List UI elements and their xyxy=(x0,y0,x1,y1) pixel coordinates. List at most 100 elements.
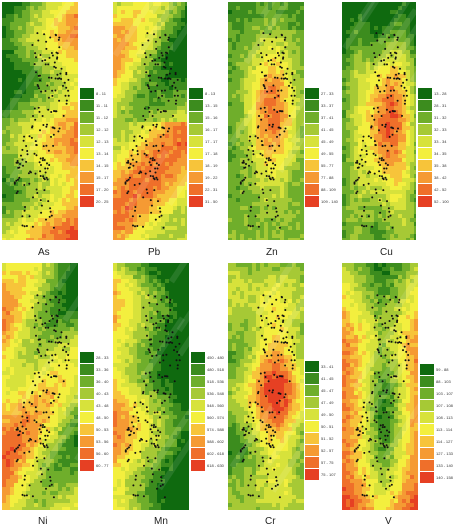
sample-point xyxy=(154,90,157,92)
sample-point xyxy=(21,425,24,428)
sample-point xyxy=(127,428,130,431)
sample-point xyxy=(282,319,285,322)
sample-point xyxy=(383,171,386,174)
sample-point xyxy=(49,298,52,301)
legend-item: 18 - 19 xyxy=(189,159,217,171)
legend-label: 15 - 16 xyxy=(205,114,218,120)
sample-point xyxy=(128,434,131,437)
sample-point xyxy=(129,163,132,165)
sample-point xyxy=(276,376,279,379)
sample-point xyxy=(387,361,390,364)
sample-point xyxy=(388,111,391,113)
sample-point xyxy=(165,295,168,298)
sample-point xyxy=(44,59,47,62)
sample-point xyxy=(173,81,176,84)
legend-item: 52 - 57 xyxy=(305,444,336,456)
sample-point xyxy=(269,426,272,428)
sample-point xyxy=(150,395,152,398)
sample-point xyxy=(33,326,36,329)
sample-point xyxy=(279,324,282,327)
legend-item: 518 - 536 xyxy=(191,375,224,387)
sample-point xyxy=(286,78,289,80)
sample-point xyxy=(46,446,49,449)
sample-point xyxy=(38,351,40,354)
sample-point xyxy=(385,84,388,87)
sample-point xyxy=(381,175,383,178)
legend-label: 31 - 50 xyxy=(205,198,218,204)
sample-point xyxy=(39,467,42,470)
sample-point xyxy=(136,150,139,152)
sample-point xyxy=(22,164,24,167)
sample-point xyxy=(27,439,30,442)
sample-point xyxy=(65,86,68,89)
sample-point xyxy=(274,485,277,487)
sample-point xyxy=(281,314,284,317)
sample-point xyxy=(405,337,408,339)
sample-point xyxy=(42,424,44,426)
sample-point xyxy=(389,298,392,301)
sample-point xyxy=(285,72,288,75)
sample-point xyxy=(50,483,53,486)
sample-point xyxy=(26,419,29,422)
sample-point xyxy=(67,78,70,81)
sample-point xyxy=(174,102,177,105)
legend-swatch xyxy=(420,423,434,435)
sample-point xyxy=(404,359,407,362)
sample-point xyxy=(378,79,380,82)
sample-point xyxy=(136,428,139,430)
sample-point xyxy=(44,434,47,437)
sample-point xyxy=(134,401,137,404)
sample-point xyxy=(162,354,165,357)
sample-point xyxy=(50,52,53,54)
legend-label: 22 - 31 xyxy=(205,186,218,192)
sample-point xyxy=(45,303,48,306)
sample-point xyxy=(157,200,159,203)
sample-point xyxy=(150,90,153,93)
legend-swatch xyxy=(191,447,205,459)
sample-point xyxy=(138,215,141,218)
sample-point xyxy=(403,73,406,76)
sample-point xyxy=(145,384,148,387)
legend-item: 57 - 75 xyxy=(305,456,336,468)
legend-item: 40 - 43 xyxy=(80,387,108,399)
sample-point xyxy=(151,159,154,162)
legend-swatch xyxy=(420,363,434,375)
sample-point xyxy=(385,303,388,306)
sample-point xyxy=(46,123,48,126)
sample-point xyxy=(255,438,258,440)
sample-point xyxy=(399,336,402,339)
sample-point xyxy=(16,160,19,162)
sample-point xyxy=(276,314,279,317)
sample-point xyxy=(275,476,278,479)
sample-point xyxy=(46,429,48,432)
legend-label: 14 - 15 xyxy=(96,162,109,168)
sample-point xyxy=(382,389,385,392)
sample-point xyxy=(31,390,34,393)
sample-point xyxy=(168,127,170,130)
sample-point xyxy=(359,154,362,157)
legend-label: 33 - 36 xyxy=(96,366,109,372)
sample-point xyxy=(281,51,284,54)
sample-point xyxy=(379,442,382,445)
sample-point xyxy=(367,172,370,175)
sample-point xyxy=(170,336,173,339)
legend-swatch xyxy=(305,183,319,195)
sample-point xyxy=(270,59,273,62)
sample-point xyxy=(53,65,56,68)
sample-point xyxy=(149,170,152,173)
sample-point xyxy=(28,135,31,138)
sample-point xyxy=(148,87,150,90)
sample-point xyxy=(28,484,31,487)
sample-point xyxy=(357,446,359,449)
legend-item: 32 - 33 xyxy=(418,123,449,135)
sample-point xyxy=(356,160,359,162)
sample-point xyxy=(275,207,278,210)
sample-point xyxy=(378,170,381,173)
sample-point xyxy=(360,215,363,218)
sample-point xyxy=(288,349,290,352)
sample-point xyxy=(247,158,250,161)
sample-point xyxy=(398,78,401,80)
sample-point xyxy=(283,301,286,304)
legend-item: 113 - 114 xyxy=(420,423,453,435)
sample-point xyxy=(58,36,61,39)
